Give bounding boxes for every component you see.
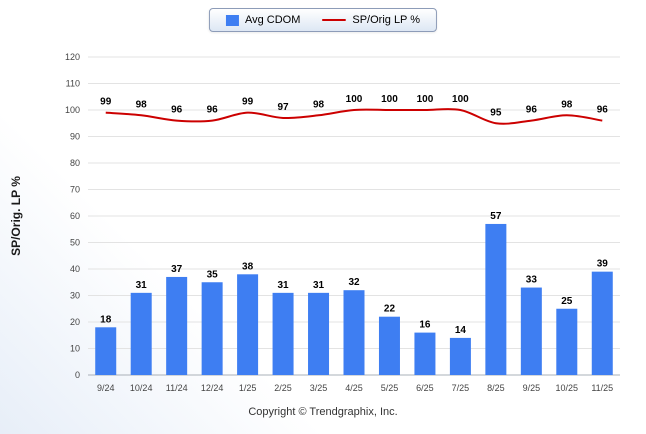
bar <box>166 276 188 375</box>
line-value-label: 100 <box>417 94 434 105</box>
legend-item-sp-orig-lp: SP/Orig LP % <box>322 14 420 26</box>
y-tick-label: 0 <box>75 370 80 380</box>
line-value-label: 96 <box>526 105 538 116</box>
bar <box>449 337 471 375</box>
y-tick-label: 30 <box>70 291 80 301</box>
bar-value-label: 22 <box>384 304 396 315</box>
bar-swatch-icon <box>225 14 239 26</box>
x-tick-label: 11/25 <box>591 383 613 393</box>
bar <box>95 327 117 375</box>
x-tick-label: 3/25 <box>310 383 328 393</box>
x-tick-label: 11/24 <box>166 383 188 393</box>
bar-value-label: 18 <box>100 314 112 325</box>
x-tick-label: 8/25 <box>487 383 505 393</box>
x-tick-label: 6/25 <box>416 383 434 393</box>
bar <box>520 287 542 375</box>
legend: Avg CDOM SP/Orig LP % <box>208 8 438 32</box>
legend-label-sp-orig-lp: SP/Orig LP % <box>352 14 421 26</box>
bar <box>201 282 223 375</box>
y-tick-label: 50 <box>70 238 80 248</box>
bar <box>414 332 436 375</box>
line-value-label: 96 <box>207 105 219 116</box>
line-value-label: 99 <box>242 97 254 108</box>
y-tick-label: 90 <box>70 132 80 142</box>
x-tick-label: 5/25 <box>381 383 399 393</box>
line-value-label: 96 <box>171 105 183 116</box>
line-value-label: 98 <box>561 99 573 110</box>
bar <box>343 290 365 375</box>
y-tick-label: 10 <box>70 344 80 354</box>
bar <box>556 308 578 375</box>
bar-value-label: 38 <box>242 261 254 272</box>
bar <box>308 292 330 375</box>
x-tick-label: 7/25 <box>452 383 470 393</box>
bar <box>485 223 507 375</box>
legend-label-avg-cdom: Avg CDOM <box>244 14 301 26</box>
y-tick-label: 70 <box>70 185 80 195</box>
x-tick-label: 9/24 <box>97 383 115 393</box>
legend-item-avg-cdom: Avg CDOM <box>225 14 301 26</box>
x-tick-label: 10/25 <box>556 383 579 393</box>
x-tick-label: 2/25 <box>274 383 292 393</box>
y-tick-label: 100 <box>65 105 80 115</box>
y-tick-label: 120 <box>65 52 80 62</box>
bar-value-label: 37 <box>171 264 183 275</box>
line-value-label: 97 <box>278 102 290 113</box>
bar-value-label: 31 <box>313 280 325 291</box>
y-axis-title: SP/Orig. LP % <box>9 176 23 256</box>
line-swatch-icon <box>322 19 347 21</box>
bar <box>237 274 259 375</box>
bar-value-label: 57 <box>490 211 502 222</box>
bar-value-label: 25 <box>561 296 573 307</box>
line-value-label: 98 <box>136 99 148 110</box>
bar <box>591 271 613 375</box>
bar <box>378 316 400 375</box>
bar-value-label: 31 <box>278 280 290 291</box>
y-tick-label: 20 <box>70 317 80 327</box>
line-value-label: 96 <box>597 105 609 116</box>
y-tick-label: 110 <box>66 79 80 89</box>
line-value-label: 98 <box>313 99 325 110</box>
y-tick-label: 80 <box>70 158 80 168</box>
line-value-label: 100 <box>381 94 398 105</box>
x-tick-label: 10/24 <box>130 383 153 393</box>
line-series <box>105 108 603 125</box>
line-value-label: 100 <box>452 94 469 105</box>
bar-value-label: 31 <box>136 280 148 291</box>
x-tick-label: 12/24 <box>201 383 224 393</box>
bar <box>130 292 152 375</box>
bar-value-label: 35 <box>207 269 219 280</box>
line-value-label: 95 <box>490 107 502 118</box>
bar-value-label: 16 <box>419 320 431 331</box>
bar-value-label: 14 <box>455 325 467 336</box>
line-value-label: 99 <box>100 97 112 108</box>
line-value-label: 100 <box>346 94 363 105</box>
bar-value-label: 39 <box>597 259 609 270</box>
bar <box>272 292 294 375</box>
bar-value-label: 32 <box>348 277 360 288</box>
bar-value-label: 33 <box>526 275 538 286</box>
y-tick-label: 60 <box>70 211 80 221</box>
copyright-text: Copyright © Trendgraphix, Inc. <box>248 406 398 418</box>
x-tick-label: 1/25 <box>239 383 257 393</box>
y-tick-label: 40 <box>70 264 80 274</box>
x-tick-label: 9/25 <box>523 383 541 393</box>
x-tick-label: 4/25 <box>345 383 363 393</box>
